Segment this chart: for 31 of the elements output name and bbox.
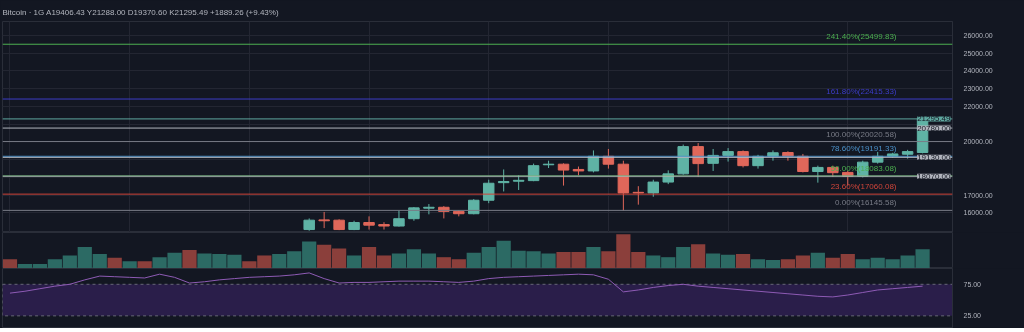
candlestick — [497, 168, 510, 192]
ref-line-label: 0.00%(16145.58) — [835, 198, 897, 208]
bar — [691, 244, 706, 268]
bar — [2, 259, 18, 268]
bar — [107, 257, 122, 268]
ref-line-label: 241.40%(25499.83) — [826, 32, 897, 42]
ref-line-label: 100.00%(20020.58) — [826, 129, 897, 139]
ref-line-label: 18070.00 — [917, 171, 952, 181]
ref-line-label: 19130.00 — [917, 152, 952, 162]
candlestick — [722, 147, 734, 163]
ref-line-label: 21295.49 — [917, 114, 952, 124]
candlestick — [557, 162, 570, 187]
bar — [586, 246, 601, 268]
candlestick — [378, 221, 390, 231]
bar — [137, 261, 152, 268]
candlestick — [692, 142, 704, 178]
candlestick — [812, 165, 824, 184]
text: Bitcoin · 1G A19406.43 Y21288.00 D19370.60 K21295.49 +1889.26 (+9.43%) — [2, 7, 279, 17]
bar — [346, 255, 362, 268]
bar — [810, 252, 825, 268]
ref-line-label: 78.60%(19191.33) — [830, 144, 897, 154]
candlestick — [363, 215, 375, 231]
bar — [182, 249, 197, 268]
ref-line-label: 23.60%(17060.08) — [830, 182, 897, 192]
candlestick — [767, 149, 779, 162]
bar — [122, 261, 137, 268]
ref-line-label: 20780.00 — [917, 123, 952, 133]
candlestick — [423, 203, 435, 215]
bar — [735, 254, 751, 268]
line-series — [9, 272, 924, 298]
ref-line-label: 161.80%(22415.33) — [826, 87, 897, 97]
